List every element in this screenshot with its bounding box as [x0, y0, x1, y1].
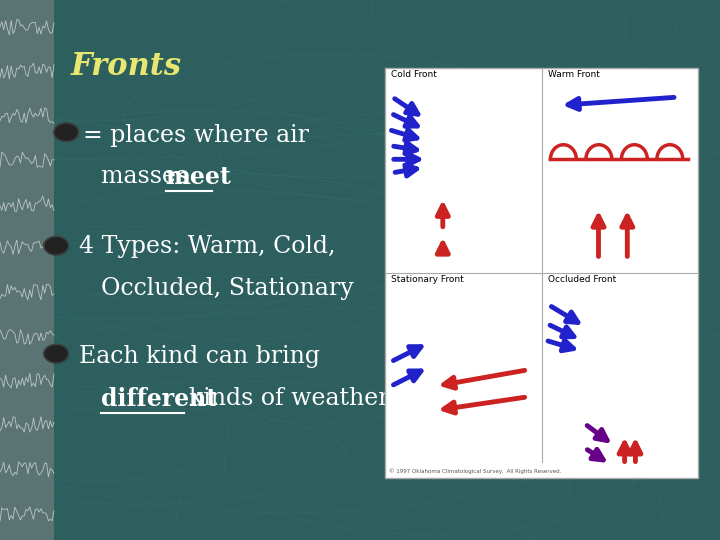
FancyBboxPatch shape [385, 68, 698, 478]
Text: Cold Front: Cold Front [391, 70, 437, 79]
Text: Stationary Front: Stationary Front [391, 275, 464, 285]
Text: © 1997 Oklahoma Climatological Survey.  All Rights Reserved.: © 1997 Oklahoma Climatological Survey. A… [389, 468, 561, 474]
Circle shape [44, 237, 68, 255]
Text: masses: masses [101, 165, 196, 188]
Text: different: different [101, 387, 217, 411]
Text: = places where air: = places where air [83, 124, 309, 147]
Text: Occluded, Stationary: Occluded, Stationary [101, 277, 354, 300]
Text: Fronts: Fronts [71, 51, 181, 82]
Text: Warm Front: Warm Front [548, 70, 600, 79]
Text: Occluded Front: Occluded Front [548, 275, 616, 285]
Text: kinds of weather: kinds of weather [189, 387, 390, 410]
Text: Each kind can bring: Each kind can bring [79, 345, 320, 368]
Text: meet: meet [166, 165, 231, 188]
Circle shape [54, 123, 78, 141]
FancyBboxPatch shape [0, 0, 54, 540]
Circle shape [44, 345, 68, 363]
Text: 4 Types: Warm, Cold,: 4 Types: Warm, Cold, [79, 235, 336, 258]
